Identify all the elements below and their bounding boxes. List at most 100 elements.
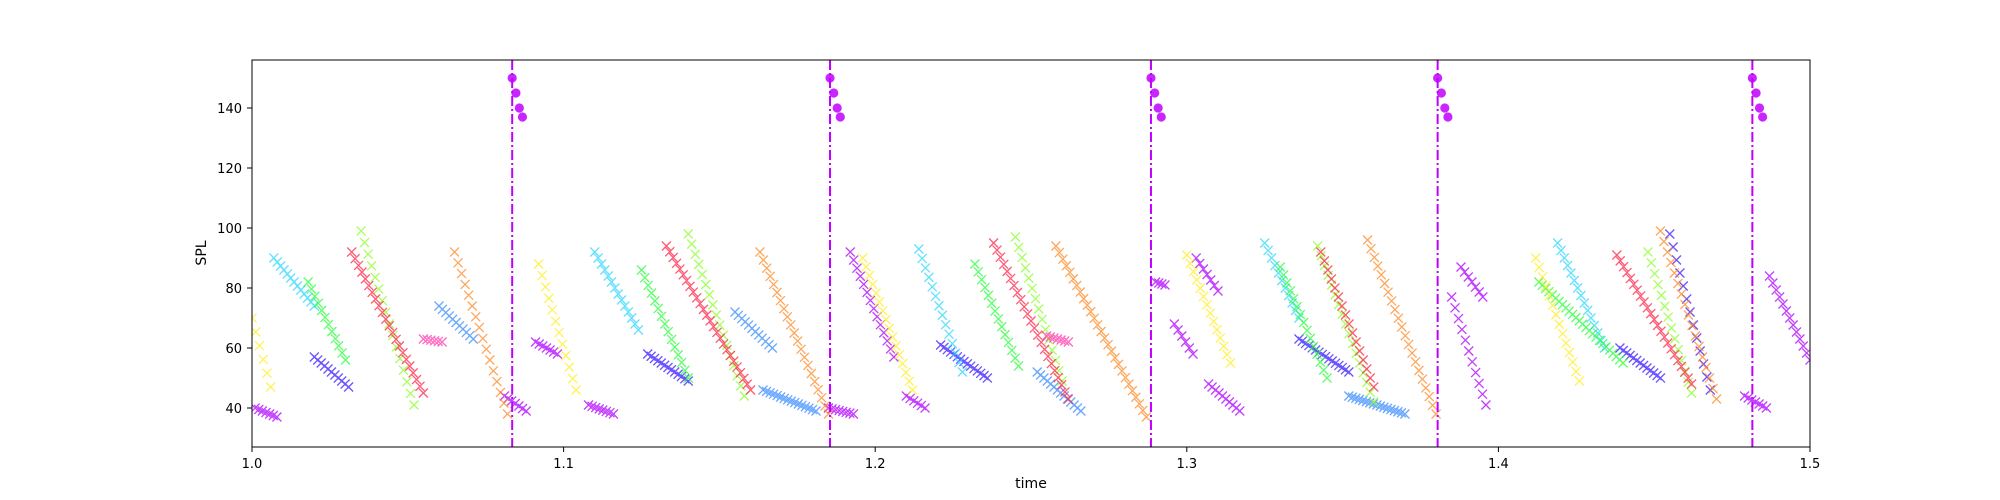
x-marker [547,304,558,315]
x-axis-label: time [1015,476,1047,492]
x-marker [356,267,367,278]
x-marker [1273,268,1284,278]
x-marker [1431,409,1442,419]
x-marker [593,253,604,263]
x-marker [1450,302,1461,313]
x-marker [782,311,793,322]
x-marker [1063,337,1074,347]
x-marker [1688,320,1699,330]
x-marker [1032,330,1043,341]
x-marker [1315,357,1326,368]
x-marker [990,306,1001,317]
x-marker [343,382,354,392]
x-marker [768,279,779,290]
x-marker [809,376,820,387]
x-marker [940,319,951,330]
x-marker [620,301,630,311]
x-marker [1026,316,1036,326]
x-marker [996,321,1007,332]
x-marker [1368,382,1379,392]
x-marker [353,260,364,271]
x-marker [1295,309,1306,320]
x-marker [1354,394,1365,405]
x-marker [1195,283,1206,294]
x-marker [980,282,990,293]
x-marker [1134,398,1145,409]
x-marker [1150,277,1161,287]
x-marker [1555,245,1566,256]
x-marker [1407,348,1418,359]
x-marker [1662,337,1673,348]
x-marker [1123,379,1134,390]
x-marker [594,403,605,414]
x-marker [1064,267,1075,278]
x-marker [789,328,800,338]
circle-marker [1150,88,1160,98]
x-marker [1798,341,1809,351]
series-s8-segment [1362,235,1442,419]
x-marker [1649,268,1660,279]
x-marker [1477,389,1488,400]
x-marker [796,400,807,411]
x-marker [725,350,736,361]
x-marker [1697,352,1708,362]
x-marker [983,290,994,301]
x-marker [944,329,954,340]
x-marker [1275,262,1286,272]
x-marker [1673,355,1683,366]
x-marker [1676,289,1687,299]
x-marker [1413,365,1424,376]
x-marker [1687,320,1697,331]
x-marker [679,365,690,376]
x-marker [1322,373,1332,383]
x-marker [1198,264,1209,274]
x-marker [350,253,361,264]
x-marker [1393,313,1404,324]
x-marker [1664,229,1675,239]
x-marker [796,344,806,355]
x-marker [782,394,793,405]
x-marker [636,265,647,275]
x-marker [882,335,893,346]
x-marker [1061,260,1072,271]
x-marker [474,322,485,333]
series-s9-segment [1315,247,1379,392]
x-marker [309,291,320,302]
x-marker [252,313,257,323]
series-s3-segment [434,301,479,344]
series-s4-segment [589,247,644,335]
x-marker [1103,339,1114,350]
x-marker [271,412,282,422]
x-marker [1322,265,1333,275]
x-marker [1333,299,1344,310]
x-marker [1056,379,1067,390]
x-marker [1559,253,1570,263]
x-tick-label: 1.1 [553,457,574,472]
x-marker [1078,293,1089,304]
x-marker [992,245,1002,256]
series-s8-segment [1050,241,1152,422]
x-marker [1761,403,1772,413]
x-marker [1417,374,1428,385]
series-s10-segment [1041,331,1074,347]
x-marker [377,307,388,318]
x-marker [550,316,561,327]
x-marker [261,407,271,418]
x-marker [1403,339,1414,350]
x-marker [1561,338,1571,349]
x-marker [683,229,694,239]
x-marker [609,283,620,293]
x-marker [404,361,415,372]
x-marker [1656,326,1666,337]
x-marker [1350,393,1361,404]
x-marker [1298,317,1309,328]
x-marker [993,313,1004,324]
x-marker [623,307,634,317]
x-marker [373,284,384,294]
x-marker [1218,341,1229,352]
x-marker [1029,323,1040,334]
x-marker [554,327,565,338]
x-marker [772,390,783,401]
x-marker [633,325,644,335]
x-marker [775,295,786,306]
